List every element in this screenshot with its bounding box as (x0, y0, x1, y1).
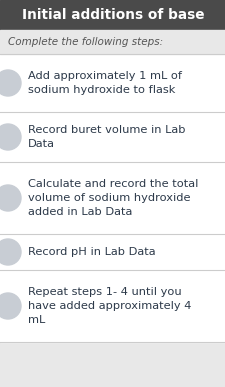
Bar (0, 0, 225, 30)
Circle shape (0, 293, 21, 319)
Text: Repeat steps 1- 4 until you
have added approximately 4
mL: Repeat steps 1- 4 until you have added a… (28, 288, 191, 325)
Text: Add approximately 1 mL of
sodium hydroxide to flask: Add approximately 1 mL of sodium hydroxi… (28, 71, 181, 95)
Text: Record buret volume in Lab
Data: Record buret volume in Lab Data (28, 125, 185, 149)
Text: Complete the following steps:: Complete the following steps: (8, 37, 162, 47)
Circle shape (0, 239, 21, 265)
Bar (0, 112, 225, 162)
Circle shape (0, 124, 21, 150)
Bar (0, 30, 225, 54)
Circle shape (0, 70, 21, 96)
Text: Record pH in Lab Data: Record pH in Lab Data (28, 247, 155, 257)
Bar (0, 270, 225, 342)
Text: Initial additions of base: Initial additions of base (22, 8, 203, 22)
Bar (0, 162, 225, 234)
Bar (0, 54, 225, 112)
Circle shape (0, 185, 21, 211)
Bar (0, 234, 225, 270)
Text: Calculate and record the total
volume of sodium hydroxide
added in Lab Data: Calculate and record the total volume of… (28, 180, 198, 217)
